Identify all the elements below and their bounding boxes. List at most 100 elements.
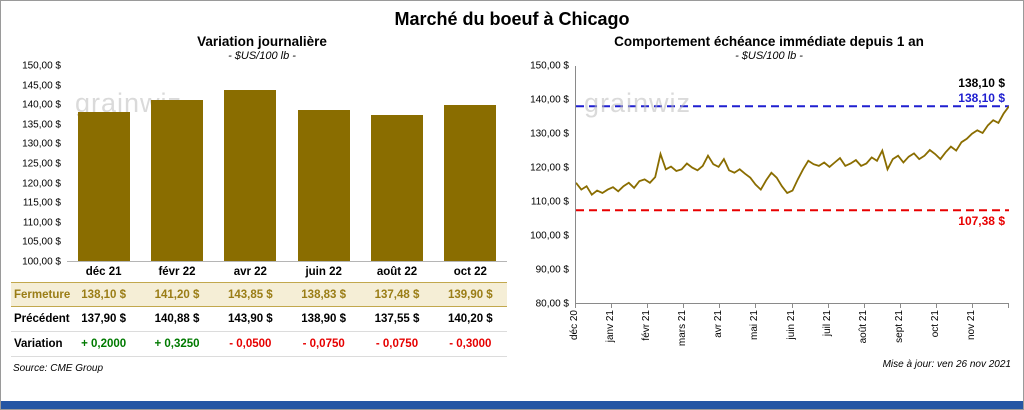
line-chart-x-axis: déc 20 janv 21 févr 21 mars 21 avr 21 mai 21 j… — [569, 304, 1009, 360]
y-axis-label: 120,00 $ — [22, 178, 61, 190]
y-axis-label: 90,00 $ — [535, 264, 569, 276]
low-reference-label: 107,38 $ — [958, 214, 1005, 229]
table-cell: 140,20 $ — [447, 313, 493, 325]
panels: Variation journalière - $US/100 lb - 150… — [1, 32, 1023, 374]
bar-chart-title: Variation journalière — [197, 34, 327, 49]
table-cell: 137,48 $ — [374, 288, 420, 301]
bar-chart-y-axis: 150,00 $ 145,00 $ 140,00 $ 135,00 $ 130,00 $… — [11, 61, 67, 268]
table-cell: 143,90 $ — [227, 313, 273, 325]
x-axis-label: mars 21 — [677, 310, 689, 347]
line-chart-plot: grainwiz 138,10 $ 138,10 $ 107,38 $ — [575, 66, 1009, 304]
bar — [297, 109, 350, 261]
x-axis-label: déc 20 — [569, 310, 580, 341]
x-tick — [935, 304, 937, 308]
bar-chart-panel: Variation journalière - $US/100 lb - 150… — [1, 32, 513, 374]
table-cell: 138,83 $ — [301, 288, 347, 301]
x-tick — [827, 304, 829, 308]
bar-chart-area: 150,00 $ 145,00 $ 140,00 $ 135,00 $ 130,00 $… — [11, 61, 513, 268]
high-reference-label: 138,10 $ — [958, 91, 1005, 106]
table-cell: + 0,3250 — [154, 338, 200, 350]
table-cell: - 0,0750 — [302, 338, 345, 350]
y-axis-label: 140,00 $ — [22, 99, 61, 111]
x-axis-label: juil 21 — [821, 310, 833, 337]
line-chart-area: 150,00 $ 140,00 $ 130,00 $ 120,00 $ 110,00 $… — [515, 61, 1023, 310]
x-tick — [647, 304, 649, 308]
bottom-accent-bar — [1, 401, 1023, 409]
price-table: Fermeture 138,10 $ 141,20 $ 143,85 $ 138,83 … — [11, 282, 513, 357]
y-axis-label: 105,00 $ — [22, 236, 61, 248]
bar — [224, 90, 277, 261]
source-note: Source: CME Group — [13, 363, 104, 374]
x-axis-label: janv 21 — [605, 310, 617, 343]
table-cell: - 0,0500 — [229, 338, 272, 350]
x-axis-label: févr 21 — [641, 310, 653, 341]
x-tick — [899, 304, 901, 308]
x-axis-label: août 21 — [857, 310, 869, 344]
page-title: Marché du boeuf à Chicago — [394, 9, 630, 29]
table-cell: - 0,0750 — [375, 338, 419, 350]
table-cell: 139,90 $ — [447, 288, 493, 301]
line-chart-panel: Comportement échéance immédiate depuis 1… — [513, 32, 1023, 374]
table-cell: 143,85 $ — [227, 288, 273, 301]
bar-chart-plot: grainwiz — [67, 66, 507, 262]
y-axis-label: 150,00 $ — [22, 60, 61, 72]
x-axis-label: juin 22 — [305, 266, 342, 278]
x-tick — [791, 304, 793, 308]
table-row-variation: Variation + 0,2000 + 0,3250 - 0,0500 - 0,075… — [11, 332, 507, 357]
table-cell: 141,20 $ — [154, 288, 200, 301]
x-tick — [863, 304, 865, 308]
table-row-precedent: Précédent 137,90 $ 140,88 $ 143,90 $ 138,90 … — [11, 307, 507, 332]
y-axis-label: 100,00 $ — [22, 256, 61, 268]
x-tick — [683, 304, 685, 308]
row-label: Fermeture — [14, 288, 71, 301]
x-tick — [611, 304, 613, 308]
y-axis-label: 110,00 $ — [530, 196, 569, 208]
table-cell: + 0,2000 — [81, 338, 127, 350]
table-cell: 137,90 $ — [81, 313, 127, 325]
table-cell: - 0,3000 — [449, 338, 492, 350]
x-axis-label: juin 21 — [785, 310, 797, 340]
line-chart-y-axis: 150,00 $ 140,00 $ 130,00 $ 120,00 $ 110,00 $… — [515, 61, 575, 310]
x-axis-label: nov 21 — [965, 310, 977, 341]
line-chart-title: Comportement échéance immédiate depuis 1… — [614, 34, 924, 49]
bar — [444, 105, 497, 261]
table-cell: 138,10 $ — [81, 288, 127, 301]
x-tick — [971, 304, 973, 308]
y-axis-label: 110,00 $ — [22, 217, 61, 229]
x-tick — [1008, 304, 1009, 308]
y-axis-label: 145,00 $ — [22, 80, 61, 92]
y-axis-label: 115,00 $ — [22, 197, 61, 209]
y-axis-label: 100,00 $ — [530, 230, 569, 242]
x-tick — [719, 304, 721, 308]
x-axis-label: oct 21 — [929, 310, 941, 338]
x-axis-label: avr 21 — [713, 310, 725, 338]
last-price-annotation: 138,10 $ — [958, 76, 1005, 91]
x-tick — [755, 304, 757, 308]
table-cell: 137,55 $ — [374, 313, 420, 325]
y-axis-label: 130,00 $ — [530, 128, 569, 140]
x-axis-label: sept 21 — [893, 310, 905, 343]
x-tick — [575, 304, 576, 308]
bar-chart-subtitle: - $US/100 lb - — [228, 50, 296, 62]
y-axis-label: 125,00 $ — [22, 158, 61, 170]
y-axis-label: 140,00 $ — [530, 94, 569, 106]
bar-chart-x-axis: déc 21 févr 22 avr 22 juin 22 août 22 oct 22 — [11, 262, 507, 282]
x-axis-label: mai 21 — [749, 310, 761, 341]
y-axis-label: 80,00 $ — [535, 298, 569, 310]
table-cell: 138,90 $ — [301, 313, 347, 325]
x-axis-label: oct 22 — [453, 266, 487, 278]
x-axis-label: févr 22 — [158, 266, 196, 278]
x-axis-label: août 22 — [376, 266, 418, 278]
price-line — [576, 105, 1009, 197]
row-label: Précédent — [14, 313, 70, 325]
bar — [151, 100, 203, 261]
x-axis-label: avr 22 — [233, 266, 267, 278]
y-axis-label: 135,00 $ — [22, 119, 61, 131]
y-axis-label: 120,00 $ — [530, 162, 569, 174]
updated-note: Mise à jour: ven 26 nov 2021 — [882, 359, 1011, 370]
y-axis-label: 130,00 $ — [22, 138, 61, 150]
bar — [371, 114, 423, 261]
row-label: Variation — [14, 338, 63, 350]
bar — [77, 112, 130, 261]
